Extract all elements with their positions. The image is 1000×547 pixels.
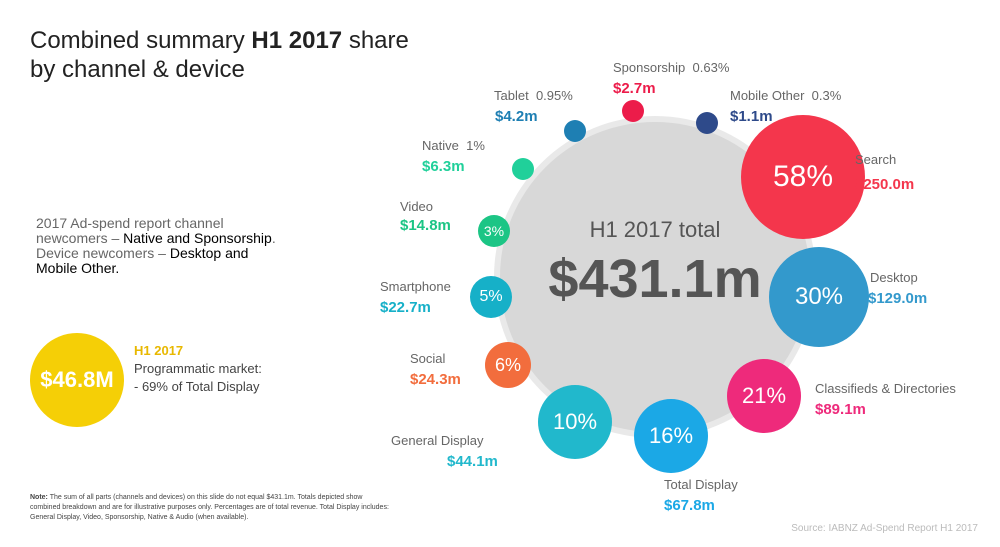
newcomers-period: . [271,230,276,246]
newcomers-line2: newcomers – [36,230,124,246]
footnote: Note: The sum of all parts (channels and… [30,493,390,523]
mobile-other-bubble [696,112,718,134]
social-value: $24.3m [410,371,461,388]
title-text: Combined summary [30,27,252,54]
smartphone-label: Smartphone [380,279,451,294]
title-line2: by channel & device [30,56,245,83]
desktop-percent: 30% [794,283,844,310]
classifieds-bubble: 21% [727,359,801,433]
general-display-percent: 10% [552,409,598,434]
social-label: Social [410,351,445,366]
search-label: Search [855,152,896,167]
video-percent: 3% [483,223,505,239]
smartphone-bubble: 5% [470,276,512,318]
page-title: Combined summary H1 2017 share by channe… [30,26,409,84]
video-name: Video [400,199,434,214]
general-display-label: General Display [391,433,484,448]
general-display-value: $44.1m [447,453,498,470]
smartphone-name: Smartphone [380,279,451,294]
search-name: Search [855,152,897,167]
title-bold: H1 2017 [251,27,343,54]
programmatic-share: - 69% of Total Display [134,379,260,394]
source-text: Source: IABNZ Ad-Spend Report H1 2017 [791,523,978,534]
mobile-other-name: Mobile Other [730,88,805,103]
sponsorship-name: Sponsorship [613,60,686,75]
sponsorship-bubble [622,100,644,122]
newcomers-line1: 2017 Ad-spend report channel [36,215,224,231]
sponsorship-label: Sponsorship 0.63% [613,60,729,75]
newcomers-devices: Desktop and [169,245,249,261]
search-percent: 58% [772,160,834,193]
social-bubble: 6% [485,342,531,388]
programmatic-label: Programmatic market: [134,361,262,376]
native-name: Native [422,138,459,153]
classifieds-value: $89.1m [815,401,866,418]
title-text-end: share [342,27,409,54]
video-value: $14.8m [400,217,451,234]
total-display-bubble: 16% [634,399,708,473]
mobile-other-share: 0.3% [811,88,842,103]
smartphone-percent: 5% [479,288,503,305]
footnote-text: The sum of all parts (channels and devic… [30,494,389,521]
desktop-value: $129.0m [868,290,928,307]
native-label: Native 1% [422,138,485,153]
tablet-share: 0.95% [535,88,573,103]
social-name: Social [410,351,446,366]
sponsorship-value: $2.7m [613,80,656,97]
total-label: H1 2017 total [589,217,721,242]
newcomers-line3: Device newcomers – [36,245,170,261]
native-share: 1% [466,138,485,153]
programmatic-circle [30,333,124,427]
native-value: $6.3m [422,158,465,175]
classifieds-label: Classifieds & Directories [815,381,956,396]
total-display-value: $67.8m [664,497,715,514]
video-label: Video [400,199,433,214]
desktop-bubble: 30% [769,247,869,347]
search-value: $250.0m [855,176,915,193]
programmatic-year: H1 2017 [134,343,184,358]
classifieds-name: Classifieds & Directories [815,381,956,396]
tablet-bubble [564,120,586,142]
general-display-name: General Display [391,433,484,448]
footnote-label: Note: [30,494,48,501]
sponsorship-share: 0.63% [692,60,730,75]
newcomers-devices-2: Mobile Other. [36,260,120,276]
classifieds-percent: 21% [741,383,787,408]
total-display-label: Total Display [664,477,738,492]
tablet-label: Tablet 0.95% [494,88,573,103]
total-display-percent: 16% [648,423,694,448]
mobile-other-label: Mobile Other 0.3% [730,88,841,103]
desktop-label: Desktop [870,270,918,285]
smartphone-value: $22.7m [380,299,431,316]
social-percent: 6% [494,355,521,375]
native-bubble [512,158,534,180]
mobile-other-value: $1.1m [730,108,773,125]
desktop-name: Desktop [870,270,918,285]
video-bubble: 3% [478,215,510,247]
total-value: $431.1m [548,249,762,309]
newcomers-channels: Native and Sponsorship [123,230,272,246]
general-display-bubble: 10% [538,385,612,459]
tablet-name: Tablet [494,88,529,103]
total-display-name: Total Display [664,477,738,492]
newcomers-text: 2017 Ad-spend report channel newcomers –… [36,216,336,276]
tablet-value: $4.2m [495,108,538,125]
search-bubble: 58% [741,115,865,239]
programmatic-value: $46.8M [40,367,114,392]
